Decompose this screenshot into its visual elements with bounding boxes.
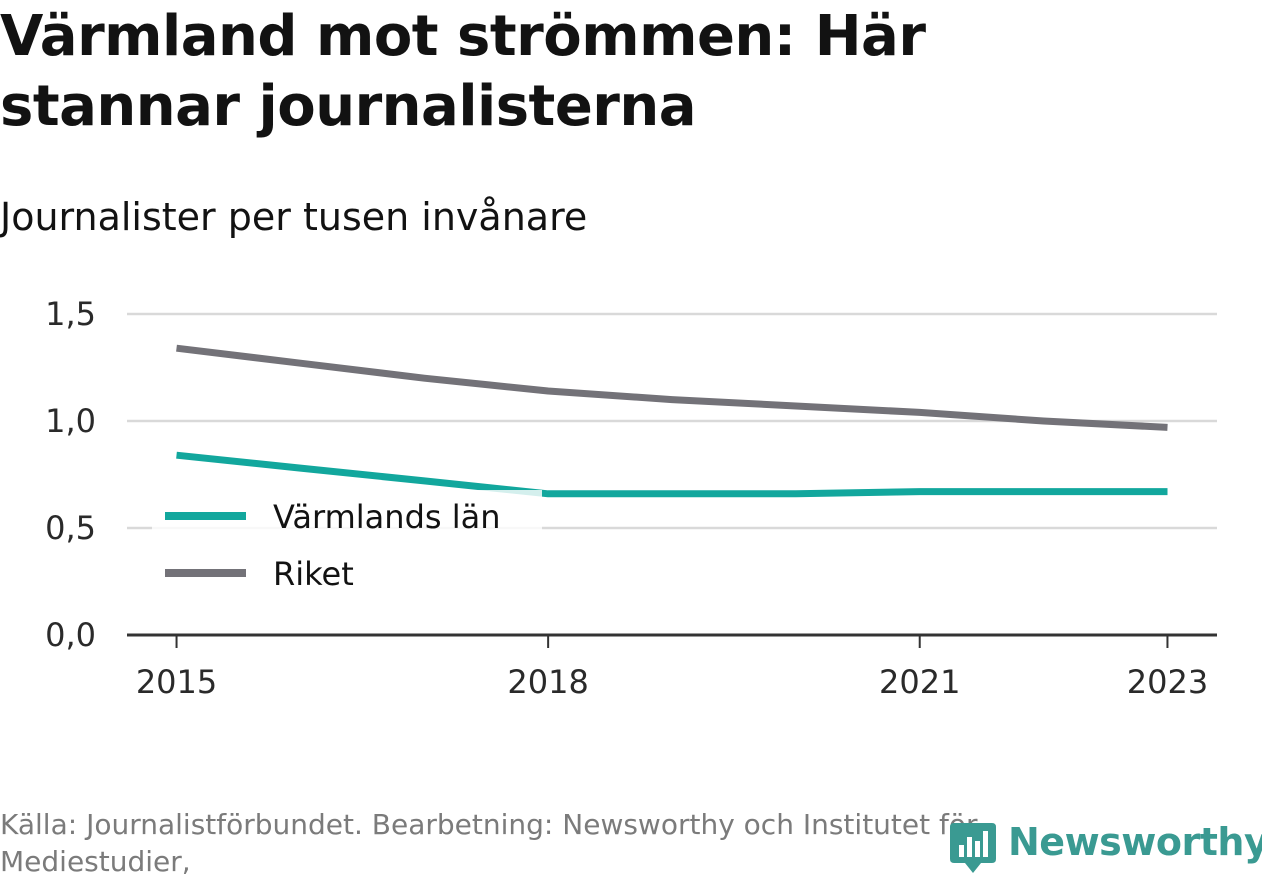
newsworthy-logo: Newsworthy bbox=[948, 820, 1262, 876]
legend: Värmlands län Riket bbox=[152, 490, 542, 600]
newsworthy-chart-pin-icon bbox=[950, 823, 996, 873]
series-line-varmland bbox=[176, 451, 1168, 498]
y-tick-label: 1,5 bbox=[45, 295, 96, 333]
legend-label: Värmlands län bbox=[273, 498, 501, 536]
chart-title: Värmland mot strömmen: Här stannar journ… bbox=[0, 4, 926, 139]
legend-background bbox=[152, 490, 542, 600]
axes: 0,0 0,5 1,0 1,5 2015 2018 2021 2023 bbox=[45, 295, 1217, 701]
source-note: Källa: Journalistförbundet. Bearbetning:… bbox=[0, 808, 978, 878]
x-tick-label: 2023 bbox=[1127, 663, 1208, 701]
chart-subtitle: Journalister per tusen invånare bbox=[0, 195, 588, 239]
y-tick-label: 0,5 bbox=[45, 509, 96, 547]
y-tick-label: 1,0 bbox=[45, 402, 96, 440]
y-tick-label: 0,0 bbox=[45, 616, 96, 654]
x-tick-label: 2021 bbox=[879, 663, 960, 701]
x-tick-label: 2018 bbox=[507, 663, 588, 701]
series-line-riket bbox=[176, 344, 1168, 431]
series-lines bbox=[176, 344, 1168, 498]
logo-text: Newsworthy bbox=[1008, 820, 1262, 864]
x-tick-label: 2015 bbox=[136, 663, 217, 701]
legend-label: Riket bbox=[273, 555, 354, 593]
